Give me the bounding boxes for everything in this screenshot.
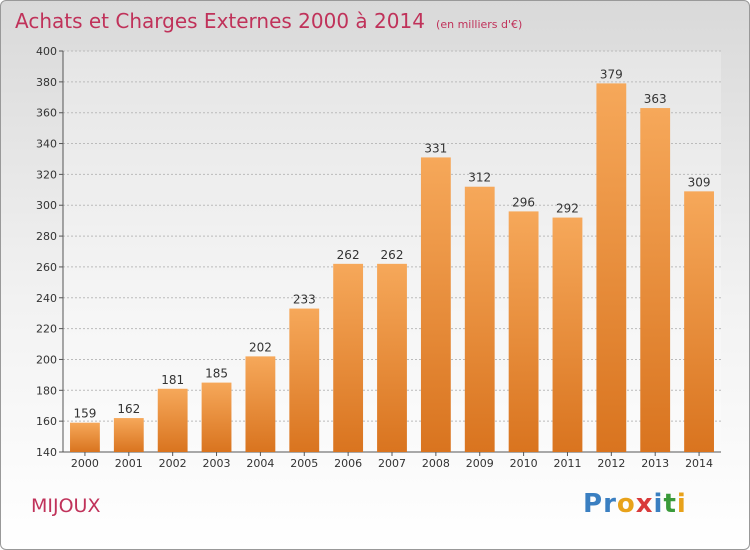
bar-value-label: 312 [468,171,491,185]
bar-value-label: 309 [688,175,711,189]
x-tick-label: 2014 [685,457,713,470]
bar-value-label: 202 [249,340,272,354]
x-tick-label: 2003 [203,457,231,470]
proxiti-logo: Proxiti [583,489,687,519]
x-tick-label: 2005 [290,457,318,470]
y-tick-label: 200 [36,353,57,366]
bar-value-label: 363 [644,92,667,106]
logo-letter: r [603,489,617,519]
logo-letter: i [676,489,687,519]
bar-2007 [377,263,407,452]
x-tick-label: 2008 [422,457,450,470]
x-tick-label: 2013 [641,457,669,470]
y-tick-label: 260 [36,261,57,274]
x-tick-label: 2012 [597,457,625,470]
bar-value-label: 159 [73,407,96,421]
bar-2006 [333,263,364,452]
bar-value-label: 331 [424,141,447,155]
x-tick-label: 2002 [159,457,187,470]
bar-2010 [508,211,539,452]
logo-letter: P [583,489,604,519]
bar-value-label: 181 [161,373,184,387]
bar-value-label: 292 [556,202,579,216]
logo-letter: i [653,489,664,519]
y-tick-label: 360 [36,107,57,120]
bar-value-label: 262 [381,248,404,262]
bar-value-label: 162 [117,402,140,416]
y-tick-label: 220 [36,323,57,336]
chart-unit-subtitle: (en milliers d'€) [436,18,523,31]
y-tick-label: 280 [36,230,57,243]
logo-letter: t [663,489,677,519]
bar-2009 [464,186,495,452]
x-tick-label: 2001 [115,457,143,470]
bar-2000 [70,422,100,452]
bar-value-label: 185 [205,367,228,381]
bar-2013 [640,108,671,453]
x-tick-label: 2009 [466,457,494,470]
bar-2012 [596,83,627,452]
chart-title-block: Achats et Charges Externes 2000 à 2014 (… [15,9,522,33]
bar-2005 [289,308,320,452]
bar-2002 [157,388,188,452]
y-tick-label: 240 [36,292,57,305]
x-tick-label: 2004 [246,457,274,470]
y-tick-label: 380 [36,76,57,89]
bar-2004 [245,356,276,452]
y-tick-label: 140 [36,446,57,459]
bar-2011 [552,217,583,452]
x-tick-label: 2011 [553,457,581,470]
bar-value-label: 379 [600,67,623,81]
bar-2003 [201,382,232,452]
x-tick-label: 2007 [378,457,406,470]
x-tick-label: 2010 [510,457,538,470]
chart-title: Achats et Charges Externes 2000 à 2014 [15,9,425,33]
bar-2001 [113,418,144,452]
y-tick-label: 400 [36,45,57,58]
y-tick-label: 340 [36,138,57,151]
y-tick-label: 160 [36,415,57,428]
bar-value-label: 233 [293,293,316,307]
bar-2014 [684,191,714,452]
x-tick-label: 2000 [71,457,99,470]
y-tick-label: 300 [36,199,57,212]
x-tick-label: 2006 [334,457,362,470]
y-tick-label: 320 [36,168,57,181]
bar-value-label: 262 [337,248,360,262]
logo-letter: o [616,489,636,519]
logo-letter: x [635,489,654,519]
y-tick-label: 180 [36,384,57,397]
bar-2008 [420,157,451,452]
bar-value-label: 296 [512,195,535,209]
commune-name: MIJOUX [31,495,101,517]
